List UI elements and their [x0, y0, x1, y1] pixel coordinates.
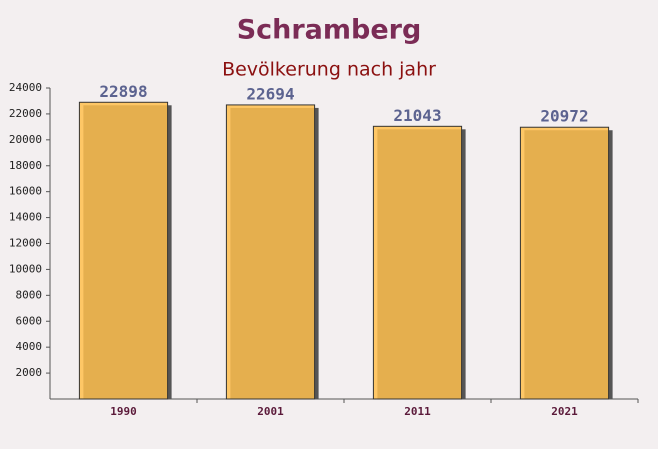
- value-label: 22694: [246, 84, 294, 103]
- y-tick-label: 22000: [9, 107, 42, 120]
- value-label: 20972: [540, 107, 588, 126]
- bar: [78, 101, 169, 400]
- value-label: 22898: [99, 82, 147, 101]
- y-tick-label: 2000: [16, 366, 43, 379]
- bar: [519, 126, 610, 400]
- y-tick-label: 18000: [9, 159, 42, 172]
- x-tick-label: 1990: [110, 405, 137, 418]
- value-label: 21043: [393, 106, 441, 125]
- y-tick-label: 10000: [9, 262, 42, 275]
- y-tick-label: 8000: [16, 288, 43, 301]
- y-tick-label: 20000: [9, 133, 42, 146]
- chart-title: Schramberg: [237, 15, 422, 46]
- bar: [225, 104, 316, 400]
- x-tick-label: 2001: [257, 405, 284, 418]
- x-tick-label: 2021: [551, 405, 578, 418]
- x-tick-label: 2011: [404, 405, 431, 418]
- y-tick-label: 16000: [9, 185, 42, 198]
- y-tick-label: 12000: [9, 237, 42, 250]
- y-tick-label: 14000: [9, 211, 42, 224]
- chart-subtitle: Bevölkerung nach jahr: [222, 59, 436, 81]
- y-tick-label: 6000: [16, 314, 43, 327]
- y-tick-label: 4000: [16, 340, 43, 353]
- bar: [372, 125, 463, 400]
- y-tick-label: 24000: [9, 81, 42, 94]
